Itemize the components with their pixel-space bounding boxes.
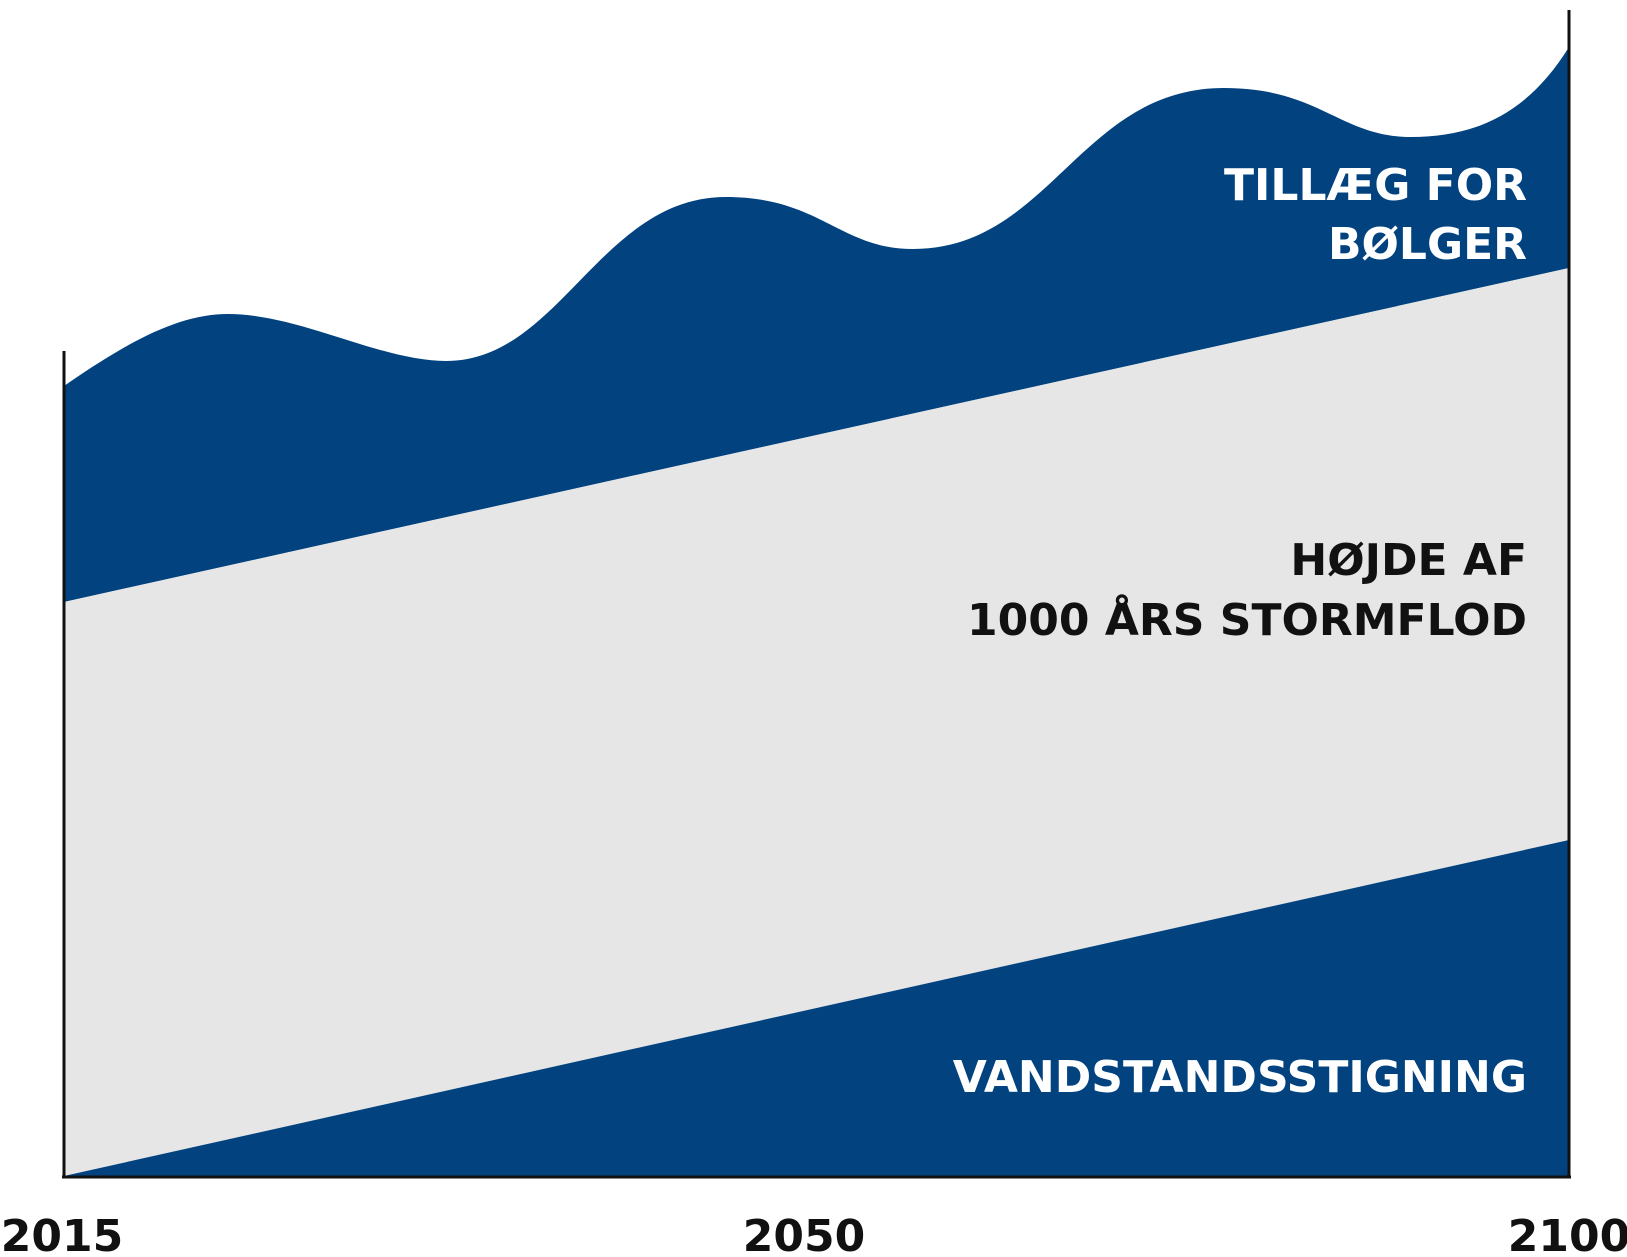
- sea-level-layer: [64, 840, 1569, 1176]
- layer-label: 1000 ÅRS STORMFLOD: [967, 593, 1527, 646]
- waves-layer: [64, 47, 1569, 602]
- x-tick-label: 2015: [1, 1211, 123, 1257]
- storm-surge-layer: [64, 268, 1569, 1176]
- layer-label: BØLGER: [1328, 219, 1527, 270]
- layer-label: TILLÆG FOR: [1224, 160, 1527, 211]
- layer-label: HØJDE AF: [1290, 535, 1527, 586]
- x-tick-label: 2100: [1508, 1211, 1627, 1257]
- x-tick-label: 2050: [743, 1211, 865, 1257]
- layer-label: VANDSTANDSSTIGNING: [953, 1052, 1527, 1103]
